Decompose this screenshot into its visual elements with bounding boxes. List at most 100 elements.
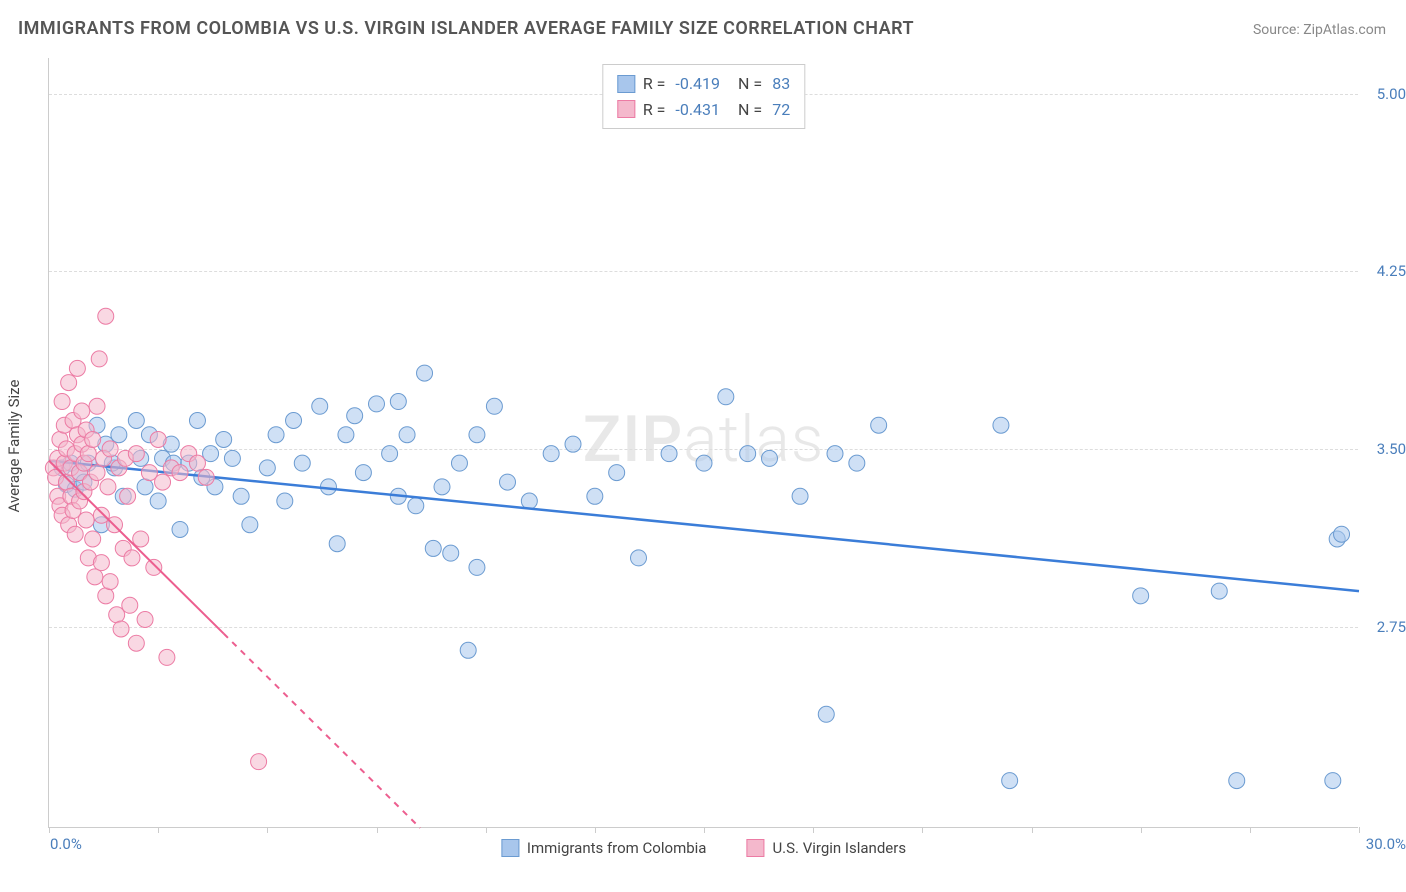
data-point: [486, 398, 502, 414]
data-point: [1325, 773, 1341, 789]
y-tick-label: 4.25: [1377, 262, 1406, 280]
legend-label: U.S. Virgin Islanders: [772, 839, 906, 857]
data-point: [98, 308, 114, 324]
data-point: [277, 493, 293, 509]
data-point: [128, 635, 144, 651]
data-point: [425, 540, 441, 556]
data-point: [469, 427, 485, 443]
data-point: [128, 412, 144, 428]
y-axis-label: Average Family Size: [5, 380, 23, 513]
data-point: [609, 465, 625, 481]
x-tick: [1032, 827, 1033, 833]
data-point: [122, 597, 138, 613]
data-point: [1229, 773, 1245, 789]
x-tick: [486, 827, 487, 833]
data-point: [80, 446, 96, 462]
data-point: [89, 398, 105, 414]
data-point: [500, 474, 516, 490]
trendline-dashed: [224, 634, 420, 828]
x-tick: [1359, 827, 1360, 833]
data-point: [124, 550, 140, 566]
data-point: [460, 642, 476, 658]
data-point: [172, 521, 188, 537]
y-tick-label: 2.75: [1377, 618, 1406, 636]
x-tick: [704, 827, 705, 833]
data-point: [329, 536, 345, 552]
data-point: [871, 417, 887, 433]
data-point: [451, 455, 467, 471]
data-point: [565, 436, 581, 452]
data-point: [443, 545, 459, 561]
legend-item-colombia: Immigrants from Colombia: [501, 839, 707, 857]
data-point: [1133, 588, 1149, 604]
data-point: [827, 446, 843, 462]
x-tick: [49, 827, 50, 833]
data-point: [172, 465, 188, 481]
scatter-svg: [49, 58, 1358, 827]
data-point: [740, 446, 756, 462]
data-point: [102, 441, 118, 457]
x-tick: [813, 827, 814, 833]
data-point: [347, 408, 363, 424]
x-tick: [1250, 827, 1251, 833]
data-point: [146, 559, 162, 575]
x-tick: [377, 827, 378, 833]
data-point: [67, 526, 83, 542]
data-point: [661, 446, 677, 462]
data-point: [128, 446, 144, 462]
data-point: [137, 612, 153, 628]
data-point: [120, 488, 136, 504]
data-point: [198, 469, 214, 485]
data-point: [93, 555, 109, 571]
data-point: [189, 412, 205, 428]
x-max-label: 30.0%: [1366, 835, 1406, 853]
data-point: [849, 455, 865, 471]
data-point: [369, 396, 385, 412]
data-point: [469, 559, 485, 575]
x-tick: [1141, 827, 1142, 833]
data-point: [113, 621, 129, 637]
x-tick: [267, 827, 268, 833]
data-point: [521, 493, 537, 509]
data-point: [259, 460, 275, 476]
data-point: [54, 394, 70, 410]
data-point: [434, 479, 450, 495]
series-legend: Immigrants from Colombia U.S. Virgin Isl…: [501, 839, 906, 857]
data-point: [233, 488, 249, 504]
y-tick-label: 5.00: [1377, 85, 1406, 103]
data-point: [631, 550, 647, 566]
x-tick: [595, 827, 596, 833]
data-point: [85, 531, 101, 547]
data-point: [696, 455, 712, 471]
y-tick-label: 3.50: [1377, 440, 1406, 458]
data-point: [355, 465, 371, 481]
data-point: [100, 479, 116, 495]
data-point: [587, 488, 603, 504]
data-point: [1211, 583, 1227, 599]
chart-title: IMMIGRANTS FROM COLOMBIA VS U.S. VIRGIN …: [18, 18, 914, 39]
data-point: [818, 706, 834, 722]
legend-item-usvi: U.S. Virgin Islanders: [746, 839, 906, 857]
data-point: [69, 360, 85, 376]
data-point: [216, 431, 232, 447]
data-point: [1334, 526, 1350, 542]
data-point: [762, 450, 778, 466]
swatch-colombia-icon: [501, 839, 519, 857]
data-point: [102, 574, 118, 590]
data-point: [399, 427, 415, 443]
data-point: [155, 474, 171, 490]
source-label: Source: ZipAtlas.com: [1253, 22, 1386, 38]
correlation-legend: R =-0.419 N =83 R =-0.431 N =72: [602, 64, 805, 129]
data-point: [85, 431, 101, 447]
data-point: [286, 412, 302, 428]
data-point: [312, 398, 328, 414]
data-point: [417, 365, 433, 381]
data-point: [111, 427, 127, 443]
data-point: [61, 375, 77, 391]
data-point: [718, 389, 734, 405]
x-min-label: 0.0%: [50, 835, 82, 853]
data-point: [993, 417, 1009, 433]
data-point: [1002, 773, 1018, 789]
swatch-usvi: [617, 100, 635, 118]
data-point: [150, 493, 166, 509]
